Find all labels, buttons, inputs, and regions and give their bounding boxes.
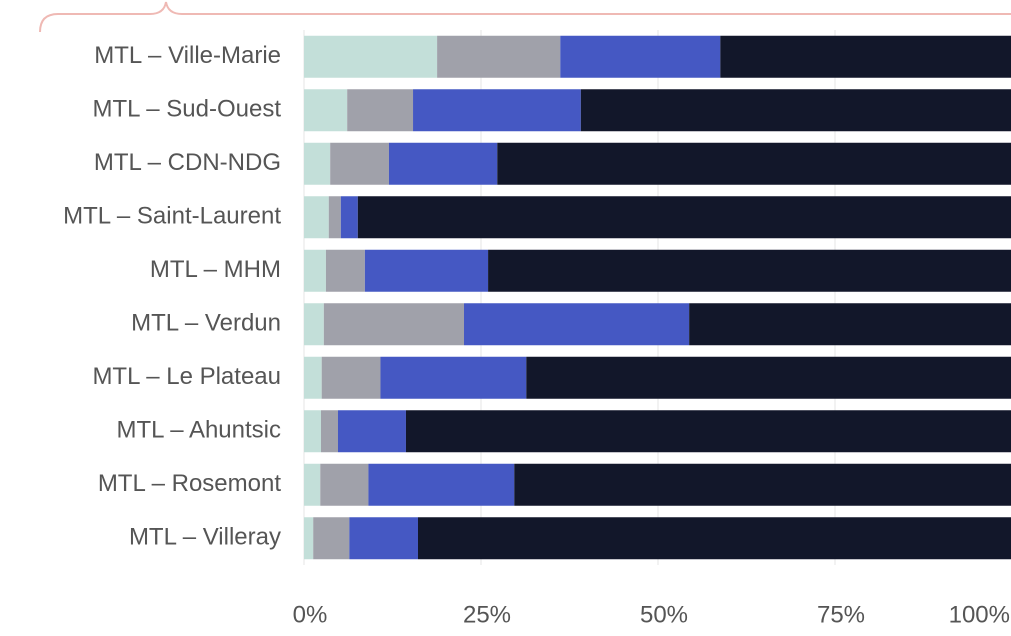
bar-segment	[347, 89, 414, 132]
x-tick-label: 50%	[640, 601, 688, 628]
bar-segment	[304, 196, 329, 239]
bar-segment	[325, 249, 365, 292]
bar-segment	[497, 142, 1011, 185]
y-tick-label: MTL – Sud-Ouest	[92, 96, 281, 123]
y-tick-label: MTL – Verdun	[131, 310, 281, 337]
bar-segment	[357, 196, 1011, 239]
y-tick-label: MTL – Villeray	[129, 524, 281, 551]
bar-segment	[304, 517, 314, 560]
bar-segment	[580, 89, 1011, 132]
bar-segment	[488, 249, 1011, 292]
bar-segment	[388, 142, 498, 185]
bar-segment	[689, 303, 1011, 346]
bar-segment	[304, 35, 438, 78]
bar-segment	[526, 356, 1011, 399]
bar-segment	[304, 89, 348, 132]
bar-segment	[337, 410, 406, 453]
bar-segment	[464, 303, 690, 346]
bar-segment	[304, 356, 322, 399]
bar-segment	[304, 410, 321, 453]
y-tick-label: MTL – Ville-Marie	[94, 42, 281, 69]
bar-segment	[320, 410, 338, 453]
bar-segment	[328, 196, 341, 239]
bar-segment	[349, 517, 418, 560]
bar-segment	[368, 463, 515, 506]
bar-segment	[405, 410, 1011, 453]
x-tick-label: 100%	[949, 601, 1010, 628]
y-tick-label: MTL – Le Plateau	[92, 363, 281, 390]
bar-segment	[560, 35, 721, 78]
y-tick-label: MTL – Saint-Laurent	[63, 203, 281, 230]
bar-segment	[720, 35, 1011, 78]
y-tick-label: MTL – Ahuntsic	[116, 417, 281, 444]
bar-segment	[437, 35, 561, 78]
bar-segment	[304, 303, 324, 346]
bar-segment	[364, 249, 489, 292]
bracket	[39, 1, 1011, 33]
bar-segment	[330, 142, 389, 185]
bar-segment	[320, 463, 369, 506]
bar-segment	[304, 463, 321, 506]
bar-segment	[313, 517, 350, 560]
y-tick-label: MTL – CDN-NDG	[94, 149, 281, 176]
x-tick-label: 25%	[463, 601, 511, 628]
bar-segment	[304, 142, 331, 185]
bar-segment	[417, 517, 1011, 560]
bar-segment	[514, 463, 1011, 506]
x-tick-label: 75%	[817, 601, 865, 628]
bar-segment	[323, 303, 465, 346]
y-tick-label: MTL – Rosemont	[98, 470, 282, 497]
x-tick-label: 0%	[293, 601, 328, 628]
bar-segment	[340, 196, 358, 239]
bar-segment	[380, 356, 527, 399]
bar-segment	[321, 356, 381, 399]
y-tick-label: MTL – MHM	[150, 256, 281, 283]
bar-segment	[413, 89, 581, 132]
bar-segment	[304, 249, 326, 292]
